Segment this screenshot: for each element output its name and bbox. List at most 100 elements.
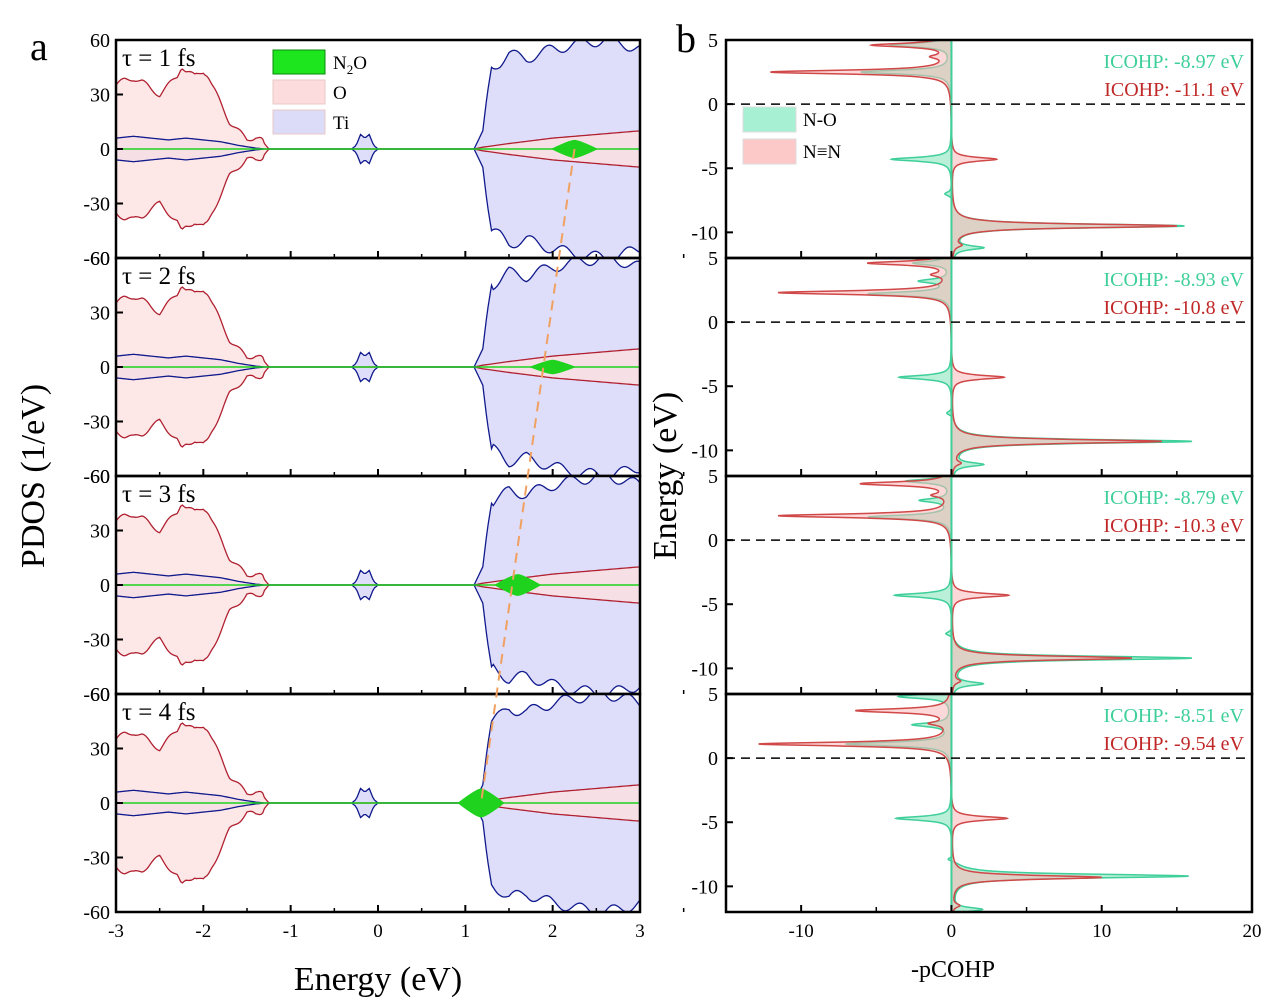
x-tick-label: 20 — [1243, 921, 1262, 942]
y-tick-label: 0 — [100, 575, 110, 597]
icohp-n-n-label: ICOHP: -9.54 eV — [1103, 733, 1244, 755]
y-tick-label: -30 — [83, 412, 110, 434]
y-tick-label: -5 — [701, 594, 718, 616]
y-tick-label: 60 — [90, 248, 110, 270]
y-tick-label: 30 — [90, 739, 110, 761]
icohp-n-n-label: ICOHP: -11.1 eV — [1104, 79, 1244, 101]
x-tick-label: 1 — [461, 921, 471, 942]
n2o-pdos-peak — [529, 359, 577, 375]
legend-label-main: O — [333, 83, 347, 104]
y-tick-label: -60 — [83, 684, 110, 706]
y-tick-label: 5 — [708, 30, 718, 52]
x-tick-label: 10 — [1092, 921, 1111, 942]
legend-label: N≡N — [803, 142, 841, 163]
legend-swatch — [272, 49, 326, 75]
y-tick-label: -30 — [83, 194, 110, 216]
y-tick-label: -5 — [701, 376, 718, 398]
icohp-n-n-label: ICOHP: -10.3 eV — [1103, 515, 1244, 537]
legend-label-tail: O — [353, 53, 367, 74]
y-tick-label: -30 — [83, 630, 110, 652]
legend-swatch — [742, 106, 797, 133]
y-tick-label: -30 — [83, 848, 110, 870]
n2o-pdos-peak — [494, 574, 542, 596]
subplot-label: τ = 4 fs — [122, 699, 195, 726]
y-tick-label: 0 — [100, 357, 110, 379]
y-tick-label: 60 — [90, 684, 110, 706]
icohp-n-o-label: ICOHP: -8.93 eV — [1103, 269, 1244, 291]
y-tick-label: -60 — [83, 466, 110, 488]
subplot-label: τ = 2 fs — [122, 263, 195, 290]
y-axis-label: Energy (eV) — [647, 392, 684, 560]
pdos-subplot — [114, 692, 685, 914]
x-tick-label: 2 — [548, 921, 558, 942]
legend-label-main: N — [333, 53, 347, 74]
legend-swatch — [272, 79, 326, 105]
y-tick-label: 30 — [90, 521, 110, 543]
icohp-n-o-label: ICOHP: -8.79 eV — [1103, 487, 1244, 509]
x-tick-label: -10 — [788, 921, 813, 942]
pdos-plot-area — [116, 476, 640, 694]
n-n-pcohp — [777, 476, 1132, 694]
y-tick-label: 0 — [708, 94, 718, 116]
y-tick-label: -10 — [691, 222, 718, 244]
n2o-pdos-peak — [457, 788, 505, 818]
y-tick-label: 60 — [90, 466, 110, 488]
cohp-plot-area — [726, 258, 1252, 476]
y-tick-label: -5 — [701, 158, 718, 180]
y-tick-label: 5 — [708, 684, 718, 706]
cohp-frame — [724, 692, 1254, 914]
icohp-n-o-label: ICOHP: -8.97 eV — [1103, 51, 1244, 73]
cohp-plot-area — [726, 476, 1252, 694]
n-n-pcohp — [770, 40, 1178, 258]
y-tick-label: 5 — [708, 466, 718, 488]
legend-label: Ti — [333, 113, 349, 134]
y-tick-label: 60 — [90, 30, 110, 52]
y-tick-label: 0 — [708, 748, 718, 770]
x-tick-label: 0 — [373, 921, 383, 942]
subplot-label: τ = 3 fs — [122, 481, 195, 508]
x-tick-label: 0 — [947, 921, 957, 942]
y-tick-label: 0 — [708, 312, 718, 334]
y-tick-label: 30 — [90, 303, 110, 325]
y-tick-label: -10 — [691, 658, 718, 680]
panel-label: a — [30, 24, 48, 69]
x-tick-label: -3 — [108, 921, 124, 942]
icohp-n-o-label: ICOHP: -8.51 eV — [1103, 705, 1244, 727]
pdos-subplot — [114, 256, 685, 478]
cohp-plot-area — [726, 694, 1252, 912]
y-tick-label: 0 — [100, 793, 110, 815]
pdos-subplot — [114, 474, 685, 696]
y-tick-label: 30 — [90, 85, 110, 107]
pdos-plot-area — [116, 40, 640, 258]
legend-label: O — [333, 83, 347, 104]
legend-swatch — [272, 109, 326, 135]
x-axis-label: -pCOHP — [911, 957, 995, 983]
y-axis-label: PDOS (1/eV) — [15, 384, 52, 568]
legend-swatch — [742, 138, 797, 165]
n-n-pcohp — [758, 694, 1102, 912]
legend-label-sub: 2 — [347, 62, 354, 77]
pdos-plot-area — [116, 694, 640, 912]
cohp-plot-area — [726, 40, 1252, 258]
panel-label: b — [676, 16, 696, 61]
y-tick-label: 5 — [708, 248, 718, 270]
y-tick-label: -60 — [83, 248, 110, 270]
legend-label-main: Ti — [333, 113, 349, 134]
y-tick-label: -10 — [691, 440, 718, 462]
n-n-pcohp — [777, 258, 1162, 476]
x-tick-label: -1 — [283, 921, 299, 942]
pdos-subplot — [114, 38, 685, 260]
subplot-label: τ = 1 fs — [122, 45, 195, 72]
cohp-subplot — [724, 692, 1254, 914]
y-tick-label: -5 — [701, 812, 718, 834]
x-tick-label: -2 — [195, 921, 211, 942]
pdos-plot-area — [116, 258, 640, 476]
shift-guide-line — [480, 148, 576, 804]
y-tick-label: -10 — [691, 876, 718, 898]
y-tick-label: 0 — [708, 530, 718, 552]
y-tick-label: 0 — [100, 139, 110, 161]
icohp-n-n-label: ICOHP: -10.8 eV — [1103, 297, 1244, 319]
legend-label: N-O — [803, 110, 837, 131]
y-tick-label: -60 — [83, 902, 110, 924]
